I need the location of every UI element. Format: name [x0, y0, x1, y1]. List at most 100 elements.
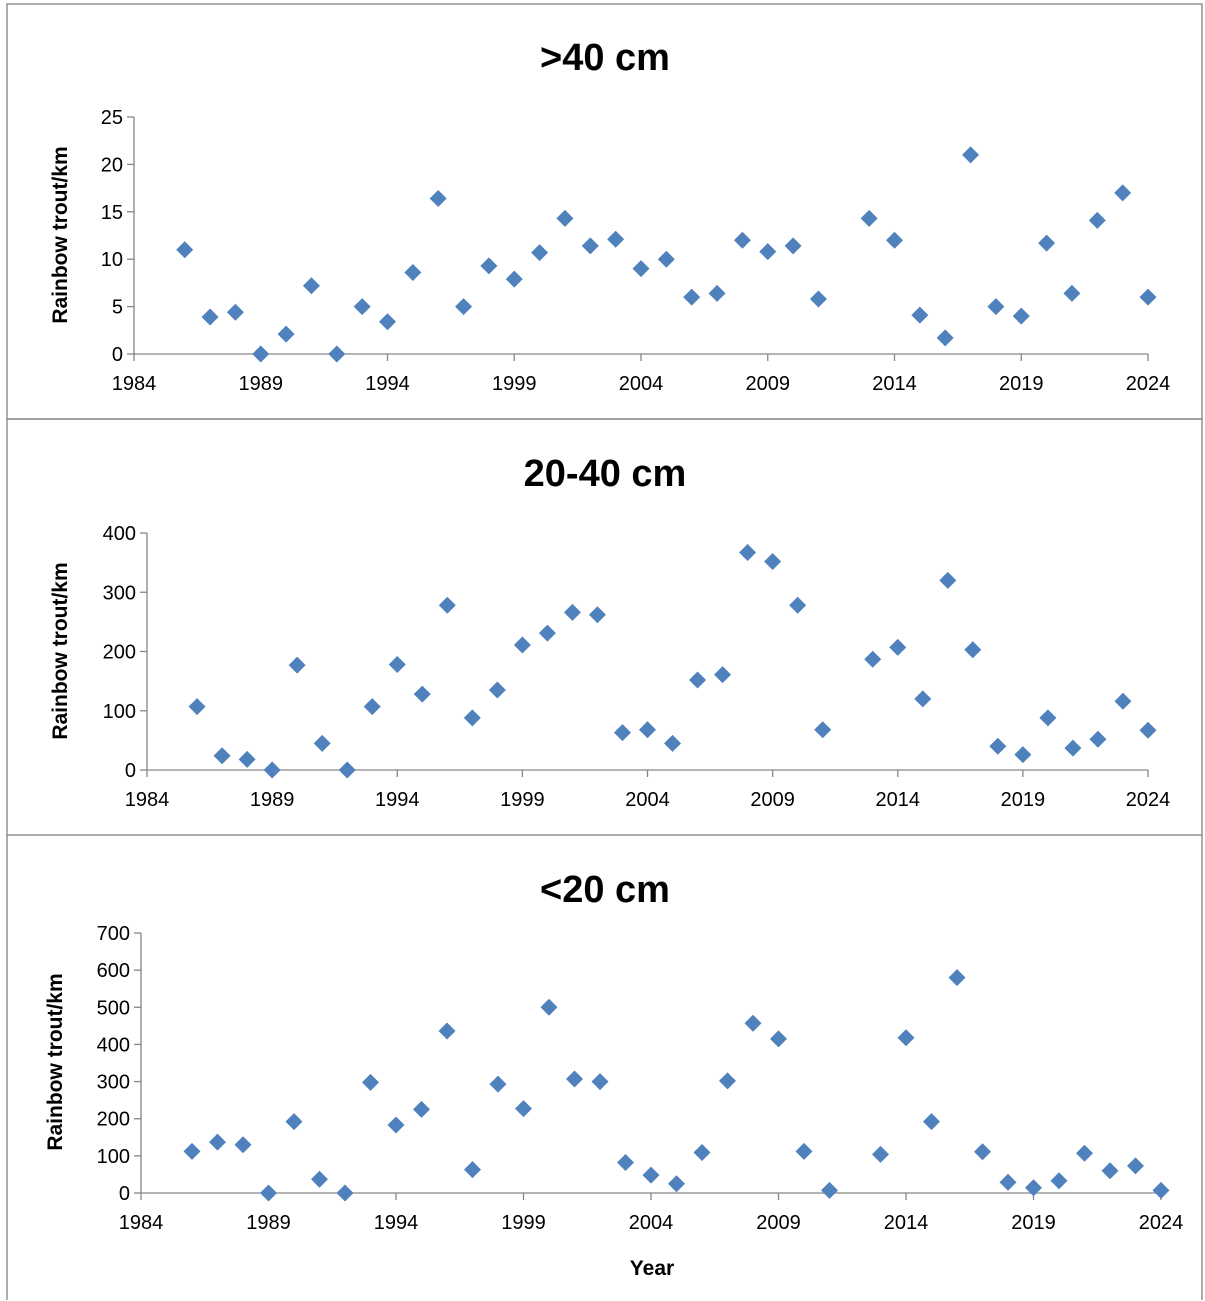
x-tick-label: 2014 [872, 373, 917, 395]
x-tick-label: 2019 [1001, 789, 1046, 811]
data-point [388, 656, 406, 674]
y-tick-label: 700 [97, 923, 130, 945]
data-point [657, 250, 675, 268]
data-point [632, 260, 650, 278]
x-tick-label: 2024 [1139, 1212, 1184, 1234]
data-point [733, 231, 751, 249]
y-tick-label: 400 [97, 1034, 130, 1056]
data-point [379, 313, 396, 331]
data-point [708, 284, 726, 302]
data-point [404, 263, 422, 281]
data-point [480, 257, 498, 275]
data-point [362, 1073, 379, 1091]
data-point [964, 641, 982, 659]
data-point [642, 1166, 660, 1184]
data-point [538, 624, 556, 642]
chart-panel-under-20cm: <20 cm Rainbow trout/km Year 0 100 200 300 4… [44, 869, 1183, 1280]
y-tick-label: 0 [112, 344, 123, 366]
data-point [989, 737, 1007, 755]
y-tick-label: 600 [97, 960, 130, 982]
data-point [1063, 284, 1081, 302]
data-point [999, 1173, 1017, 1191]
data-point [1139, 288, 1157, 306]
data-point [814, 721, 832, 739]
x-tick-label: 2004 [629, 1212, 674, 1234]
data-point [1076, 1144, 1093, 1162]
data-point [566, 1070, 583, 1088]
chart-title: >40 cm [540, 37, 670, 79]
data-point [864, 650, 882, 668]
data-point [889, 638, 907, 656]
data-point [260, 1184, 277, 1202]
data-point [188, 698, 206, 716]
y-tick-label: 100 [97, 1146, 130, 1168]
data-point [1152, 1181, 1170, 1199]
data-point [302, 277, 320, 295]
data-point [974, 1143, 991, 1161]
data-point [1039, 709, 1057, 727]
data-point [683, 288, 701, 306]
chart-title: 20-40 cm [524, 453, 687, 495]
data-point [1025, 1179, 1042, 1197]
x-tick-label: 2009 [750, 789, 795, 811]
chart-plot: 0 5 10 15 20 25 1984 1989 1994 1999 2004 2009 2014 20… [101, 107, 1171, 395]
data-point [387, 1116, 405, 1134]
data-point [505, 270, 523, 288]
data-point [1089, 730, 1107, 748]
data-point [277, 325, 295, 343]
data-point [948, 969, 966, 987]
data-point [311, 1170, 328, 1188]
data-point [429, 190, 447, 208]
y-tick-label: 400 [103, 523, 136, 545]
x-tick-label: 2014 [876, 789, 921, 811]
data-point [328, 345, 346, 363]
data-point [821, 1181, 838, 1199]
data-point [363, 698, 381, 716]
data-point [338, 761, 356, 779]
data-point [263, 761, 281, 779]
y-tick-label: 100 [103, 701, 136, 723]
data-point [201, 308, 219, 326]
data-point [939, 571, 957, 589]
data-point [936, 329, 954, 347]
x-tick-label: 2024 [1126, 789, 1171, 811]
data-point [1050, 1172, 1068, 1190]
chart-plot: 0 100 200 300 400 1984 1989 1994 1999 2004 2009 201… [103, 523, 1171, 811]
x-tick-label: 1989 [250, 789, 295, 811]
data-point [770, 1030, 787, 1048]
y-tick-label: 500 [97, 997, 130, 1019]
data-point [987, 298, 1005, 316]
data-point [176, 241, 194, 259]
y-axis-title: Rainbow trout/km [44, 973, 67, 1150]
data-point [581, 237, 599, 255]
data-point [438, 1022, 456, 1040]
data-point [285, 1113, 303, 1131]
data-point [234, 1136, 252, 1154]
data-point [353, 298, 371, 316]
data-point [784, 237, 802, 255]
data-point [1114, 692, 1132, 710]
y-tick-label: 200 [97, 1109, 130, 1131]
x-tick-label: 1999 [500, 789, 545, 811]
data-point [689, 671, 707, 689]
data-point [1139, 721, 1157, 739]
data-point [540, 998, 558, 1016]
data-point [962, 146, 980, 164]
data-point [911, 306, 929, 324]
y-tick-label: 25 [101, 107, 123, 129]
data-point [795, 1142, 813, 1160]
x-tick-label: 1984 [125, 789, 170, 811]
x-tick-label: 2024 [1126, 373, 1171, 395]
x-tick-label: 2019 [1011, 1212, 1056, 1234]
data-point [897, 1029, 915, 1047]
data-point [809, 290, 827, 308]
data-point [914, 690, 932, 708]
data-point [759, 243, 777, 261]
data-point [668, 1175, 685, 1193]
data-point [531, 244, 549, 262]
x-tick-label: 1984 [112, 373, 157, 395]
y-axis-title: Rainbow trout/km [49, 146, 72, 323]
data-point [613, 724, 631, 742]
chart-panel-over-40cm: >40 cm Rainbow trout/km 0 5 10 15 20 25 1984 19… [49, 37, 1170, 395]
